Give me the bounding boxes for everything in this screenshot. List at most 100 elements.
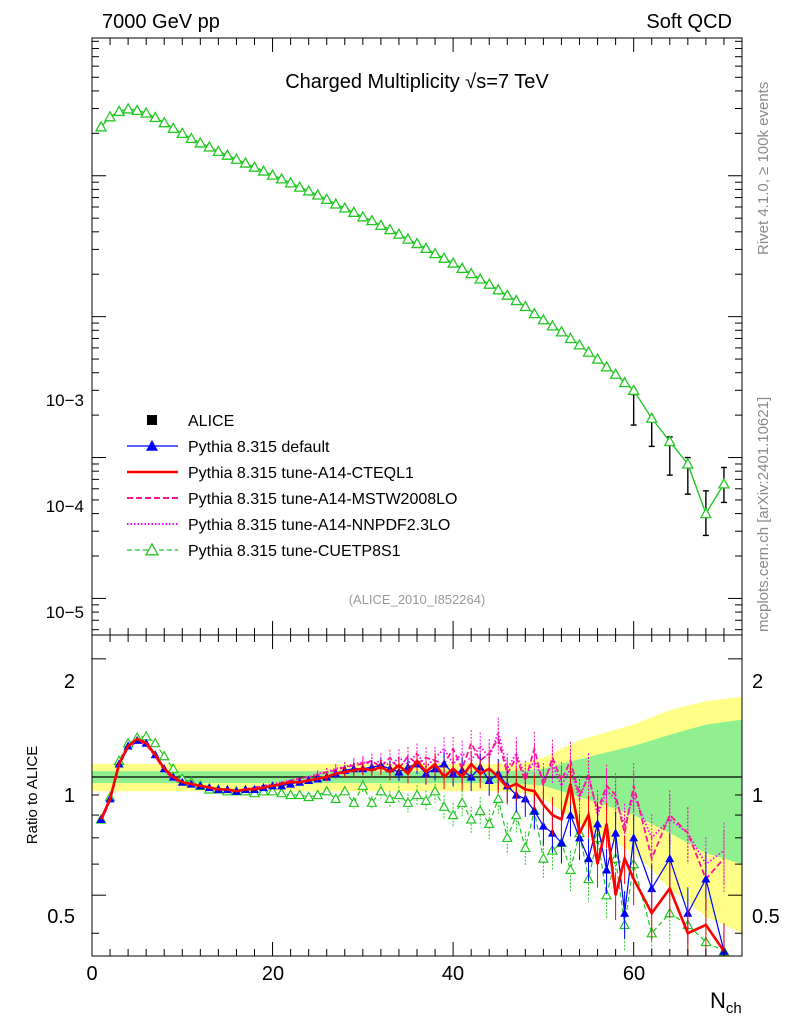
ratio-point-default <box>647 884 657 893</box>
series-point-cuetp8s1 <box>266 168 279 180</box>
ratio-point-cuetp8s1 <box>312 789 324 800</box>
series-point-cuetp8s1 <box>401 232 415 244</box>
ratio-point-cuetp8s1 <box>366 796 378 807</box>
legend-label-data: ALICE <box>188 413 234 430</box>
header-right: Soft QCD <box>646 11 732 33</box>
series-point-cuetp8s1 <box>573 338 586 350</box>
ratio-point-cuetp8s1 <box>348 796 360 807</box>
ratio-point-cuetp8s1 <box>321 785 333 796</box>
ratio-point-cuetp8s1 <box>384 793 396 804</box>
ratio-point-cuetp8s1 <box>492 793 504 804</box>
series-point-cuetp8s1 <box>392 227 406 239</box>
series-point-cuetp8s1 <box>176 127 189 138</box>
series-point-cuetp8s1 <box>474 272 487 284</box>
ratio-point-cuetp8s1 <box>501 832 513 843</box>
ratio-ytick-label-0.5: 0.5 <box>47 906 75 928</box>
ratio-point-default <box>701 874 711 883</box>
ratio-point-default <box>565 810 575 819</box>
xtick-label-0: 0 <box>86 963 97 985</box>
ratio-point-default <box>620 908 630 917</box>
series-point-cuetp8s1 <box>410 237 424 249</box>
series-point-cuetp8s1 <box>112 105 126 117</box>
series-point-cuetp8s1 <box>428 247 442 259</box>
xtick-label-60: 60 <box>623 963 645 985</box>
series-point-cuetp8s1 <box>600 360 613 372</box>
ytick-label-1e-5: 10−5 <box>46 603 84 622</box>
series-point-cuetp8s1 <box>185 132 198 144</box>
ratio-point-cuetp8s1 <box>339 785 351 796</box>
series-point-cuetp8s1 <box>284 176 297 188</box>
ratio-point-cuetp8s1 <box>519 842 531 853</box>
series-point-cuetp8s1 <box>483 277 496 289</box>
legend-marker-cuetp8s1 <box>144 542 160 556</box>
legend-marker-default <box>146 440 158 451</box>
series-point-cuetp8s1 <box>618 376 631 388</box>
series-point-cuetp8s1 <box>140 106 153 118</box>
series-point-cuetp8s1 <box>230 152 243 164</box>
ratio-point-cuetp8s1 <box>149 737 161 748</box>
ratio-point-default <box>277 781 287 790</box>
ratio-ticks <box>91 635 743 956</box>
series-point-cuetp8s1 <box>356 210 369 222</box>
ratio-ylabel: Ratio to ALICE <box>24 746 41 844</box>
ratio-point-default <box>556 838 566 847</box>
ratio-point-cuetp8s1 <box>285 789 297 800</box>
series-point-cuetp8s1 <box>519 300 532 312</box>
series-point-cuetp8s1 <box>627 383 640 395</box>
ratio-point-cuetp8s1 <box>465 813 477 824</box>
series-point-cuetp8s1 <box>437 251 451 263</box>
series-point-cuetp8s1 <box>302 184 315 196</box>
uncertainty-band-outer <box>92 696 742 934</box>
ratio-ytick-label-1-right: 1 <box>752 785 763 807</box>
chart-title: Charged Multiplicity √s=7 TeV <box>285 71 549 93</box>
ratio-point-cuetp8s1 <box>411 789 423 800</box>
legend-label-cuetp8s1: Pythia 8.315 tune-CUETP8S1 <box>188 543 401 560</box>
ytick-label-1e-4: 10−4 <box>46 497 84 516</box>
series-point-cuetp8s1 <box>456 262 469 274</box>
ratio-point-default <box>439 759 449 768</box>
series-point-cuetp8s1 <box>609 367 622 379</box>
ratio-point-cuetp8s1 <box>564 864 576 875</box>
series-point-cuetp8s1 <box>122 102 135 114</box>
ratio-ytick-label-2: 2 <box>64 671 75 693</box>
series-point-cuetp8s1 <box>528 307 541 319</box>
series-point-cuetp8s1 <box>167 122 180 133</box>
legend-symbols <box>127 415 178 556</box>
series-point-cuetp8s1 <box>717 477 731 489</box>
ratio-ytick-label-1: 1 <box>64 785 75 807</box>
series-point-cuetp8s1 <box>383 223 397 235</box>
legend: ALICE Pythia 8.315 default Pythia 8.315 … <box>127 413 457 560</box>
legend-label-a14-cteql1: Pythia 8.315 tune-A14-CTEQL1 <box>188 465 414 482</box>
ratio-point-default <box>629 833 639 842</box>
ratio-point-default <box>593 819 603 828</box>
ratio-point-cuetp8s1 <box>330 793 342 804</box>
xtick-label-20: 20 <box>262 963 284 985</box>
legend-label-a14-mstw: Pythia 8.315 tune-A14-MSTW2008LO <box>188 491 457 508</box>
ratio-point-default <box>538 821 548 830</box>
series-point-cuetp8s1 <box>564 332 577 344</box>
series-point-cuetp8s1 <box>149 111 162 123</box>
series-point-cuetp8s1 <box>103 110 117 122</box>
series-point-cuetp8s1 <box>320 193 333 204</box>
series-point-cuetp8s1 <box>239 156 252 168</box>
ratio-point-cuetp8s1 <box>303 791 315 802</box>
band-outer-area <box>92 696 742 934</box>
series-point-cuetp8s1 <box>681 457 694 469</box>
ratio-point-cuetp8s1 <box>267 785 279 796</box>
ratio-point-cuetp8s1 <box>456 796 468 807</box>
series-point-cuetp8s1 <box>311 188 324 200</box>
ratio-point-cuetp8s1 <box>483 818 495 828</box>
analysis-label: (ALICE_2010_I852264) <box>349 592 486 607</box>
series-point-cuetp8s1 <box>510 294 523 306</box>
ratio-ytick-label-0.5-right: 0.5 <box>752 906 780 928</box>
series-point-cuetp8s1 <box>546 319 559 331</box>
series-point-cuetp8s1 <box>419 242 433 254</box>
ytick-label-1e-3: 10−3 <box>46 391 84 410</box>
series-point-cuetp8s1 <box>94 120 108 132</box>
series-point-cuetp8s1 <box>329 197 342 209</box>
ratio-point-cuetp8s1 <box>402 796 414 807</box>
ratio-point-cuetp8s1 <box>429 785 441 796</box>
legend-label-default: Pythia 8.315 default <box>188 439 330 456</box>
ratio-point-default <box>665 854 675 863</box>
